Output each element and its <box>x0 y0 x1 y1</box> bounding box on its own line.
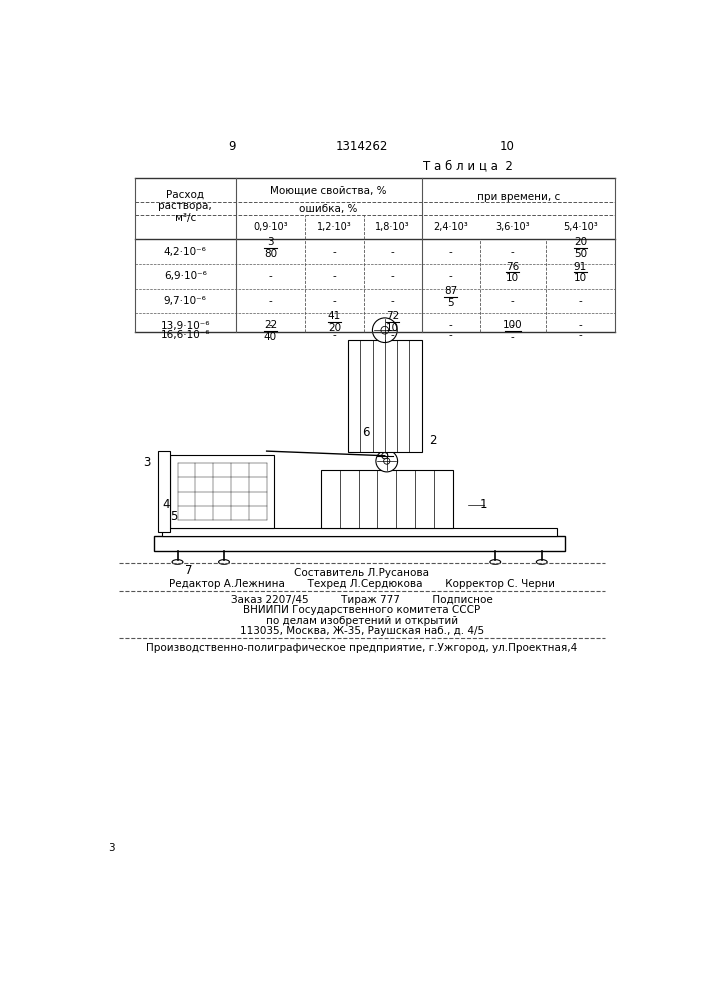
Ellipse shape <box>490 560 501 564</box>
Text: -: - <box>511 332 515 342</box>
Text: по делам изобретений и открытий: по делам изобретений и открытий <box>266 615 458 626</box>
Text: -: - <box>332 296 337 306</box>
Text: 10: 10 <box>574 273 587 283</box>
Text: -: - <box>578 296 583 306</box>
Text: 9,7·10⁻⁶: 9,7·10⁻⁶ <box>164 296 206 306</box>
Text: -: - <box>578 321 583 331</box>
Text: -: - <box>449 247 452 257</box>
Text: 9: 9 <box>228 140 235 153</box>
Text: -: - <box>449 321 452 331</box>
Text: -: - <box>391 330 395 340</box>
Text: 91: 91 <box>574 262 587 272</box>
Text: -: - <box>511 296 515 306</box>
Text: 2: 2 <box>429 434 437 447</box>
FancyBboxPatch shape <box>158 451 170 532</box>
Text: Редактор А.Лежнина       Техред Л.Сердюкова       Корректор С. Черни: Редактор А.Лежнина Техред Л.Сердюкова Ко… <box>169 579 555 589</box>
Text: 13,9·10⁻⁶: 13,9·10⁻⁶ <box>160 321 210 331</box>
Text: 3: 3 <box>143 456 150 469</box>
Text: 20: 20 <box>328 323 341 333</box>
Text: -: - <box>511 247 515 257</box>
Text: 10: 10 <box>499 140 514 153</box>
Text: 1: 1 <box>480 498 487 512</box>
Text: -: - <box>332 247 337 257</box>
Text: 50: 50 <box>574 249 587 259</box>
Text: -: - <box>449 330 452 340</box>
Text: 1,8·10³: 1,8·10³ <box>375 222 410 232</box>
Text: 3,6·10³: 3,6·10³ <box>496 222 530 232</box>
Circle shape <box>381 326 389 334</box>
Text: 6: 6 <box>362 426 369 439</box>
Text: 6,9·10⁻⁶: 6,9·10⁻⁶ <box>164 271 206 281</box>
Circle shape <box>384 458 390 464</box>
Ellipse shape <box>537 560 547 564</box>
FancyBboxPatch shape <box>348 340 421 452</box>
FancyBboxPatch shape <box>162 528 557 536</box>
FancyBboxPatch shape <box>321 470 452 528</box>
Text: -: - <box>332 271 337 281</box>
Text: 80: 80 <box>264 249 277 259</box>
Text: 4,2·10⁻⁶: 4,2·10⁻⁶ <box>164 247 206 257</box>
Text: ВНИИПИ Государственного комитета СССР: ВНИИПИ Государственного комитета СССР <box>243 605 481 615</box>
Text: 5: 5 <box>170 510 177 523</box>
Text: -: - <box>391 247 395 257</box>
Text: Моющие свойства, %: Моющие свойства, % <box>270 185 387 195</box>
Text: -: - <box>269 271 272 281</box>
Text: Составитель Л.Русанова: Составитель Л.Русанова <box>294 568 429 578</box>
Text: 41: 41 <box>328 311 341 321</box>
Text: 100: 100 <box>503 320 522 330</box>
Text: 22: 22 <box>264 320 277 330</box>
Text: 87: 87 <box>444 286 457 296</box>
Text: Расход
раствора,
м³/с: Расход раствора, м³/с <box>158 190 212 223</box>
Text: 72: 72 <box>386 311 399 321</box>
FancyBboxPatch shape <box>154 536 565 551</box>
Text: -: - <box>391 271 395 281</box>
Ellipse shape <box>172 560 183 564</box>
Text: 1,2·10³: 1,2·10³ <box>317 222 352 232</box>
Text: 7: 7 <box>185 564 193 577</box>
Text: -: - <box>578 330 583 340</box>
Text: 10: 10 <box>386 323 399 333</box>
Text: 10: 10 <box>506 273 519 283</box>
Text: -: - <box>269 296 272 306</box>
Text: 1314262: 1314262 <box>336 140 388 153</box>
Text: 4: 4 <box>162 498 170 512</box>
Text: 3: 3 <box>108 843 115 853</box>
Text: 40: 40 <box>264 332 277 342</box>
Text: -: - <box>449 271 452 281</box>
Text: -: - <box>391 296 395 306</box>
Circle shape <box>376 450 397 472</box>
Text: 16,6·10⁻⁶: 16,6·10⁻⁶ <box>160 330 210 340</box>
Text: -: - <box>269 321 272 331</box>
Text: ошибка, %: ошибка, % <box>300 204 358 214</box>
Text: 113035, Москва, Ж-35, Раушская наб., д. 4/5: 113035, Москва, Ж-35, Раушская наб., д. … <box>240 626 484 636</box>
Text: -: - <box>332 330 337 340</box>
FancyBboxPatch shape <box>170 455 274 528</box>
Ellipse shape <box>218 560 230 564</box>
Text: 3: 3 <box>267 237 274 247</box>
Text: 5: 5 <box>448 298 454 308</box>
Text: Заказ 2207/45          Тираж 777          Подписное: Заказ 2207/45 Тираж 777 Подписное <box>231 595 493 605</box>
Text: 2,4·10³: 2,4·10³ <box>433 222 468 232</box>
Text: -: - <box>511 321 515 331</box>
Text: Т а б л и ц а  2: Т а б л и ц а 2 <box>423 160 513 173</box>
Text: 20: 20 <box>574 237 587 247</box>
Text: 76: 76 <box>506 262 520 272</box>
Text: при времени, с: при времени, с <box>477 192 560 202</box>
Text: Производственно-полиграфическое предприятие, г.Ужгород, ул.Проектная,4: Производственно-полиграфическое предприя… <box>146 643 578 653</box>
Text: 5,4·10³: 5,4·10³ <box>563 222 598 232</box>
Circle shape <box>382 453 388 459</box>
Circle shape <box>373 318 397 343</box>
Text: 0,9·10³: 0,9·10³ <box>253 222 288 232</box>
